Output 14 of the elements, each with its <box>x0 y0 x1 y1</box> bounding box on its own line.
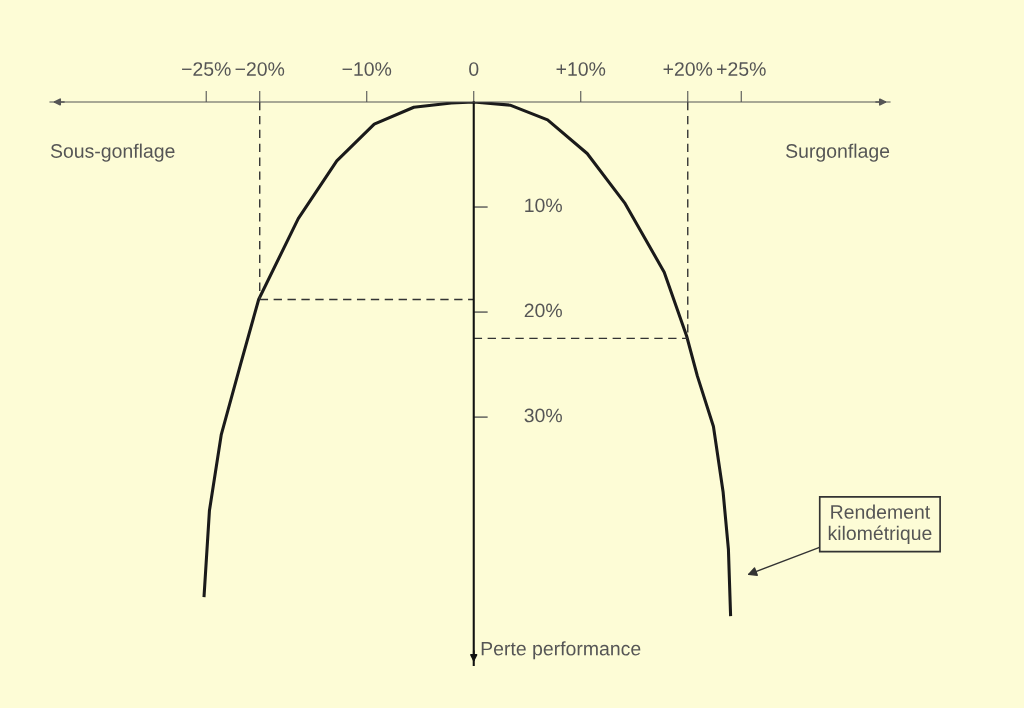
annotation: Surgonflage <box>786 143 890 162</box>
x-tick-label: +10% <box>556 62 606 76</box>
x-tick-label: 0 <box>469 62 479 76</box>
y-axis-title: Perte performance <box>481 641 641 660</box>
x-tick-label: +25% <box>717 62 766 76</box>
y-tick-label: 20% <box>524 303 562 318</box>
annotation: Sous-gonflage <box>50 143 175 162</box>
x-tick-label: +20% <box>663 62 713 76</box>
y-tick-label: 10% <box>525 198 562 213</box>
y-tick-label: 30% <box>524 408 562 423</box>
x-tick-label: −20% <box>235 62 285 76</box>
x-tick-label: −10% <box>342 62 392 76</box>
x-tick-label: −25% <box>182 62 231 76</box>
annotation: Rendement kilométrique <box>828 504 932 544</box>
